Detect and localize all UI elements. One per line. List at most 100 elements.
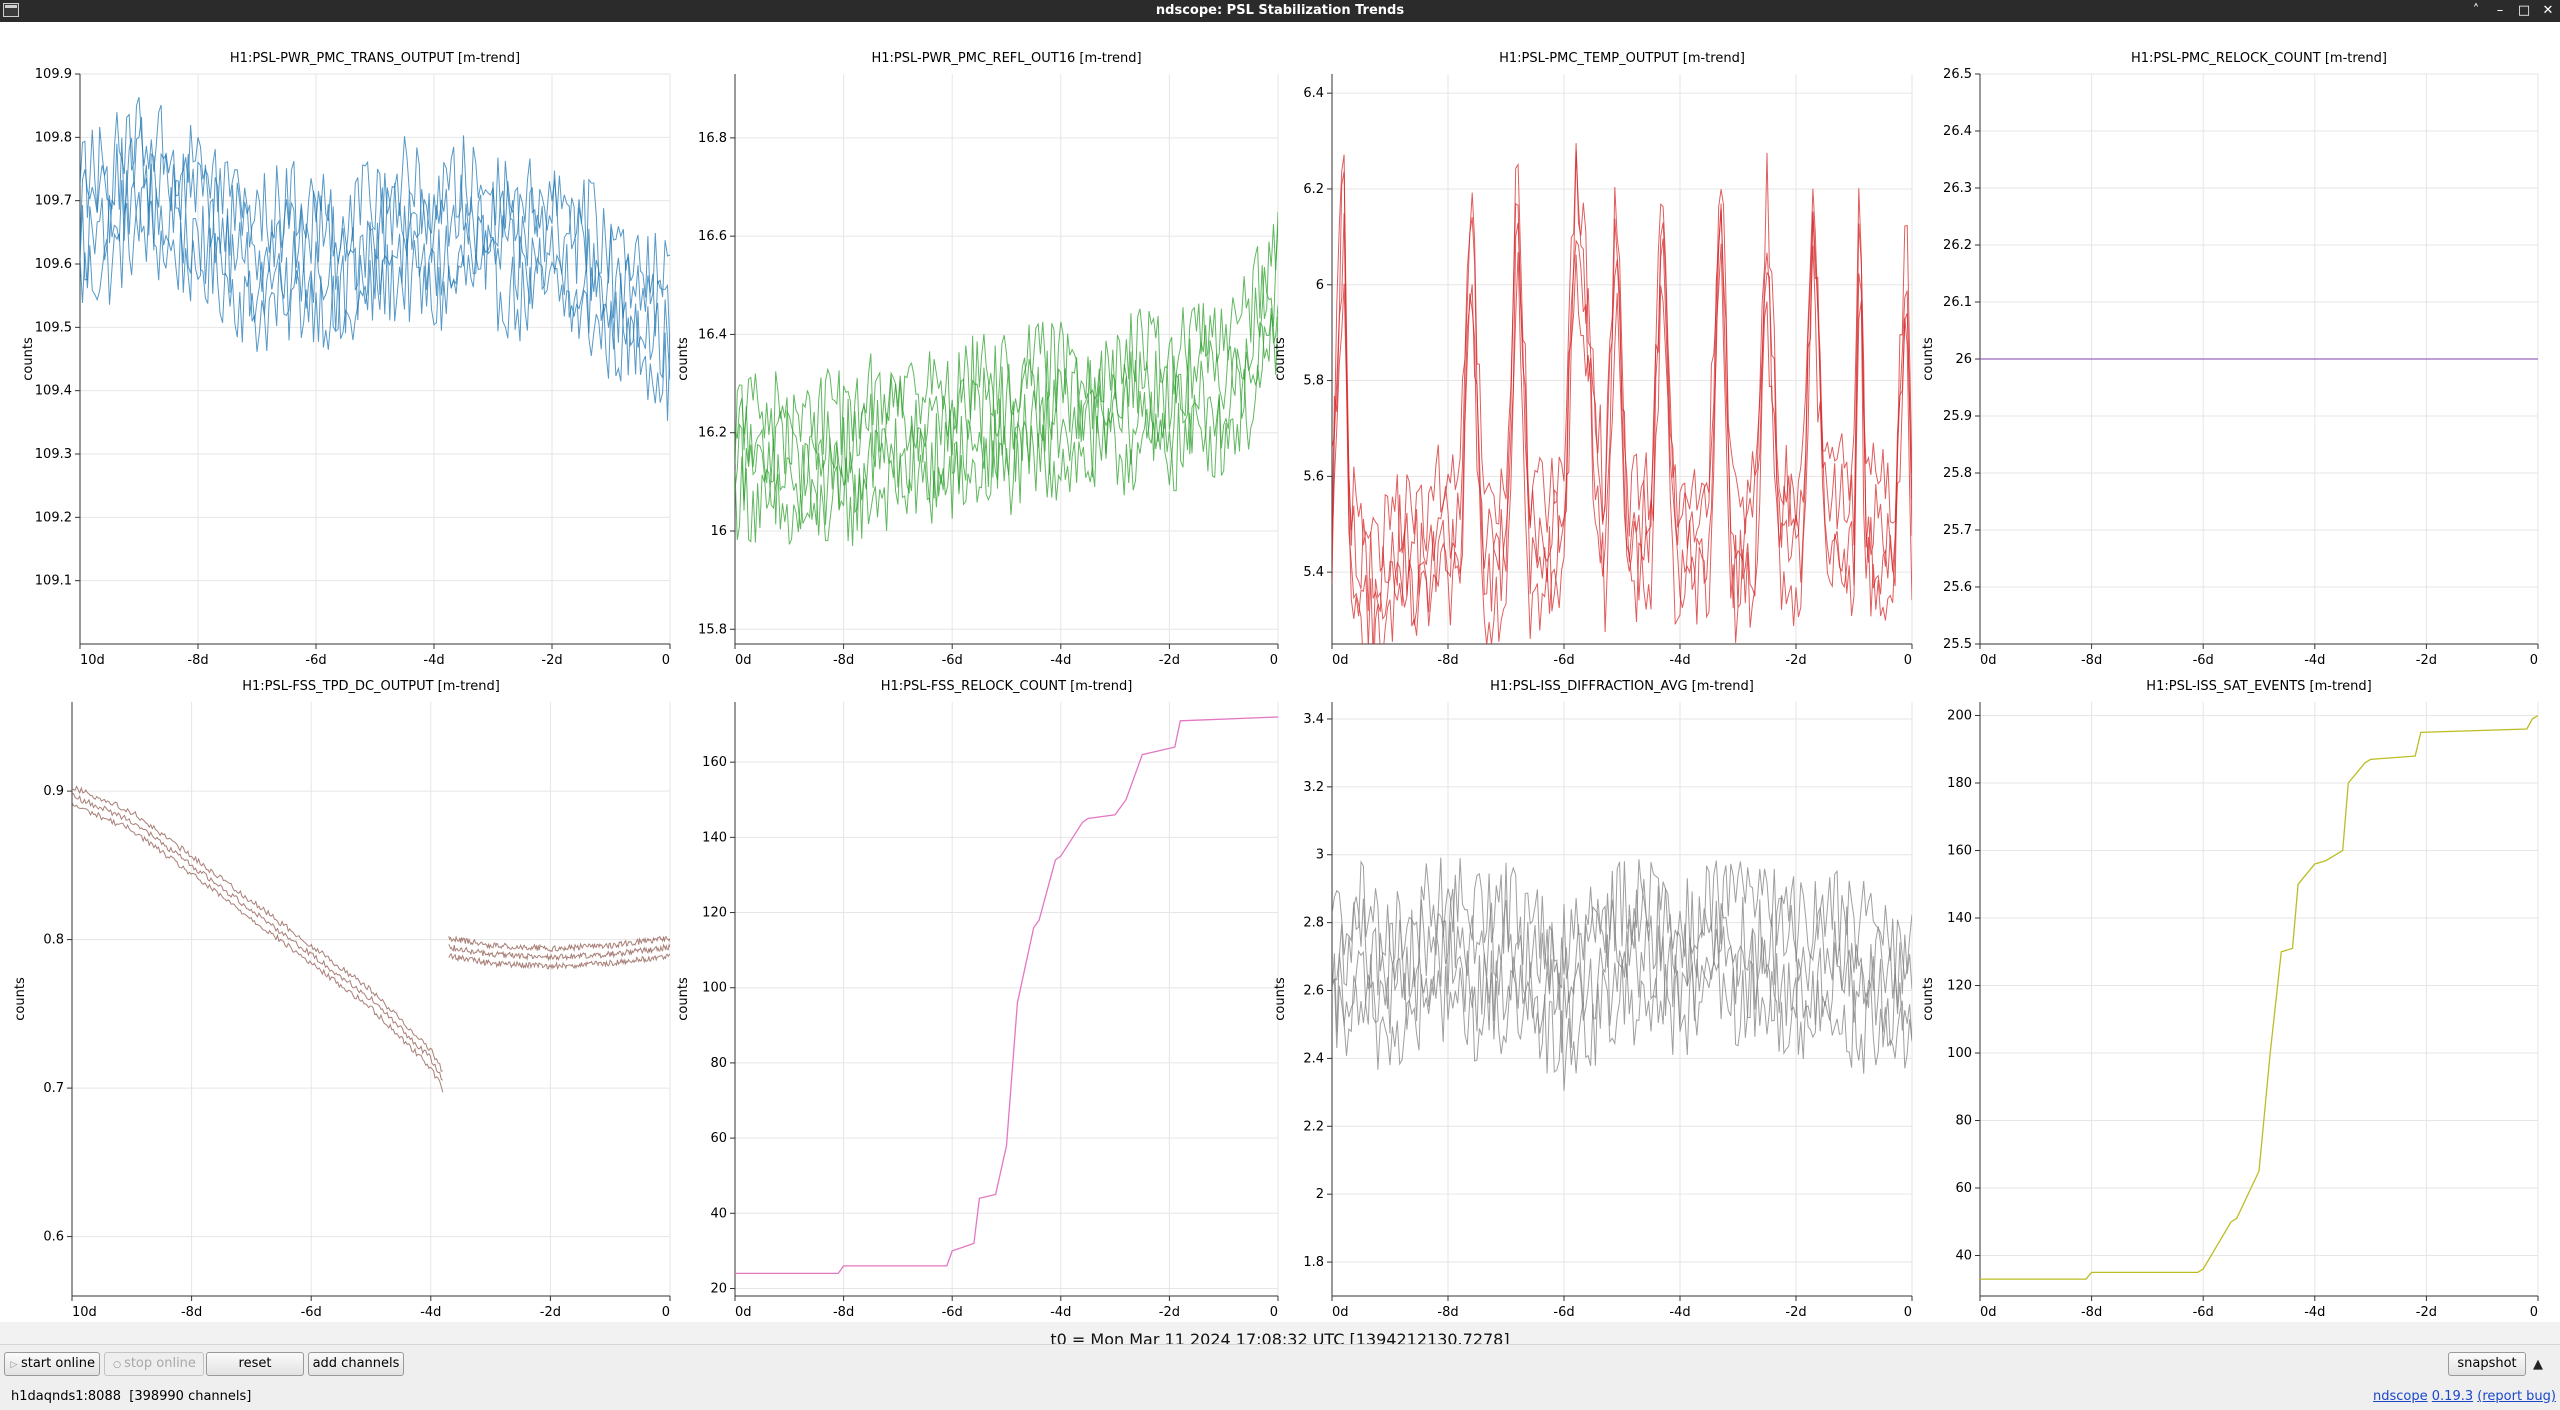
plot-5-title: H1:PSL-FSS_TPD_DC_OUTPUT [m-trend] [242, 679, 500, 694]
plot-2-xtick-label: -2d [1159, 653, 1180, 668]
plot-8-ytick-label: 100 [1947, 1046, 1972, 1061]
plot-3-xtick-label: 0d [1332, 653, 1349, 668]
plot-1-trace [80, 116, 670, 350]
plot-7-xtick-label: -2d [1785, 1305, 1806, 1320]
plot-7-trace [1332, 857, 1912, 989]
plot-6-ytick-label: 100 [702, 981, 727, 996]
snapshot-button[interactable]: snapshot [2448, 1352, 2526, 1376]
plot-5-ytick-label: 0.6 [43, 1230, 64, 1245]
plot-4-ytick-label: 26.3 [1943, 181, 1972, 196]
plot-2-ytick-label: 16.2 [698, 426, 727, 441]
plot-6-xtick-label: -6d [942, 1305, 963, 1320]
plot-7-title: H1:PSL-ISS_DIFFRACTION_AVG [m-trend] [1490, 679, 1754, 694]
version-info: ndscope 0.19.3 (report bug) [2373, 1389, 2556, 1404]
plot-6-ytick-label: 140 [702, 830, 727, 845]
plot-8-xtick-label: -4d [2304, 1305, 2325, 1320]
plot-2-xtick-label: 0d [735, 653, 752, 668]
start-online-label: start online [20, 1356, 96, 1371]
plot-6-title: H1:PSL-FSS_RELOCK_COUNT [m-trend] [881, 679, 1133, 694]
window-titlebar: ndscope: PSL Stabilization Trends ˄ – □ … [0, 0, 2560, 22]
minimize-icon[interactable]: – [2496, 3, 2504, 18]
plot-8-ytick-label: 80 [1955, 1114, 1972, 1129]
plot-6-ytick-label: 120 [702, 906, 727, 921]
plot-5-trace [448, 935, 670, 953]
plot-6-ytick-label: 160 [702, 755, 727, 770]
plot-8-ylabel: counts [1921, 977, 1936, 1021]
plot-7-ytick-label: 3.4 [1303, 712, 1324, 727]
plot-2-ytick-label: 16.6 [698, 229, 727, 244]
reset-button[interactable]: reset [206, 1352, 304, 1376]
ndscope-link[interactable]: ndscope [2373, 1389, 2428, 1404]
plot-grid[interactable]: H1:PSL-PWR_PMC_TRANS_OUTPUT [m-trend] 109… [0, 22, 2560, 1322]
plot-1-ylabel: counts [21, 337, 36, 381]
plot-1-ytick-label: 109.1 [35, 574, 72, 589]
keep-above-icon[interactable]: ˄ [2472, 3, 2480, 18]
plot-8-ytick-label: 180 [1947, 776, 1972, 791]
plot-4-ytick-label: 25.7 [1943, 523, 1972, 538]
plot-6-ytick-label: 60 [710, 1131, 727, 1146]
plot-8-xtick-label: -6d [2193, 1305, 2214, 1320]
plot-6-xtick-label: -4d [1050, 1305, 1071, 1320]
plot-1-xtick-label: 0 [662, 653, 670, 668]
plot-3-trace [1332, 143, 1912, 573]
plot-3-xtick-label: -6d [1553, 653, 1574, 668]
plot-7-ytick-label: 1.8 [1303, 1255, 1324, 1270]
plot-2-trace [735, 211, 1278, 466]
plot-3-ytick-label: 6 [1316, 278, 1324, 293]
plot-6-ylabel: counts [676, 977, 691, 1021]
plot-6-trace [735, 716, 1278, 1275]
start-online-button[interactable]: ▷ start online [4, 1352, 100, 1376]
plot-8-ytick-label: 40 [1955, 1249, 1972, 1264]
plot-4-ytick-label: 26.5 [1943, 67, 1972, 82]
bottom-toolbar: ▷ start online ○ stop online reset add cha… [0, 1344, 2560, 1410]
plot-2-xtick-label: -4d [1050, 653, 1071, 668]
plot-1-xtick-label: -2d [541, 653, 562, 668]
plot-8-xtick-label: -2d [2416, 1305, 2437, 1320]
plot-5-ylabel: counts [13, 977, 28, 1021]
plot-area[interactable]: H1:PSL-PWR_PMC_TRANS_OUTPUT [m-trend] 109… [0, 22, 2560, 1349]
plot-4-xtick-label: -6d [2193, 653, 2214, 668]
close-icon[interactable]: ✕ [2542, 3, 2554, 18]
stop-icon: ○ [113, 1360, 121, 1370]
plot-4-ytick-label: 26 [1955, 352, 1972, 367]
plot-1-xtick-label: -8d [187, 653, 208, 668]
plot-4-ytick-label: 26.1 [1943, 295, 1972, 310]
plot-5-xtick-label: -2d [540, 1305, 561, 1320]
plot-3-title: H1:PSL-PMC_TEMP_OUTPUT [m-trend] [1499, 51, 1745, 66]
version-link[interactable]: 0.19.3 [2431, 1389, 2474, 1404]
plot-6-xtick-label: -8d [833, 1305, 854, 1320]
plot-4-ytick-label: 25.9 [1943, 409, 1972, 424]
plot-7-trace [1332, 920, 1912, 1053]
plot-1-ytick-label: 109.5 [35, 320, 72, 335]
plot-3-trace [1332, 243, 1912, 644]
plot-5-trace [72, 802, 444, 1093]
plot-5-xtick-label: 10d [72, 1305, 97, 1320]
plot-1-ytick-label: 109.7 [35, 194, 72, 209]
plot-8-trace [1980, 714, 2538, 1280]
plot-8-ytick-label: 200 [1947, 709, 1972, 724]
plot-7-ytick-label: 3.2 [1303, 780, 1324, 795]
plot-3-xtick-label: -4d [1669, 653, 1690, 668]
plot-7-xtick-label: -8d [1437, 1305, 1458, 1320]
plot-4-ylabel: counts [1921, 337, 1936, 381]
plot-4-ytick-label: 26.4 [1943, 124, 1972, 139]
plot-4-xtick-label: -8d [2081, 653, 2102, 668]
plot-2-trace [735, 314, 1278, 547]
plot-1-trace [80, 163, 670, 380]
plot-5-xtick-label: -4d [420, 1305, 441, 1320]
plot-1-ytick-label: 109.3 [35, 447, 72, 462]
plot-8-ytick-label: 60 [1955, 1181, 1972, 1196]
collapse-panel-icon[interactable]: ▲ [2533, 1357, 2543, 1372]
plot-3-ytick-label: 5.8 [1303, 374, 1324, 389]
plot-4-xtick-label: -2d [2416, 653, 2437, 668]
plot-2-ytick-label: 16.4 [698, 327, 727, 342]
plot-3-ytick-label: 6.4 [1303, 86, 1324, 101]
plot-3-ytick-label: 6.2 [1303, 182, 1324, 197]
add-channels-button[interactable]: add channels [308, 1352, 404, 1376]
maximize-icon[interactable]: □ [2517, 3, 2531, 18]
plot-5-trace [72, 785, 443, 1072]
plot-2-xtick-label: -8d [833, 653, 854, 668]
window-title: ndscope: PSL Stabilization Trends [1155, 3, 1405, 18]
report-bug-link[interactable]: (report bug) [2477, 1389, 2556, 1404]
plot-6-xtick-label: 0 [1270, 1305, 1278, 1320]
